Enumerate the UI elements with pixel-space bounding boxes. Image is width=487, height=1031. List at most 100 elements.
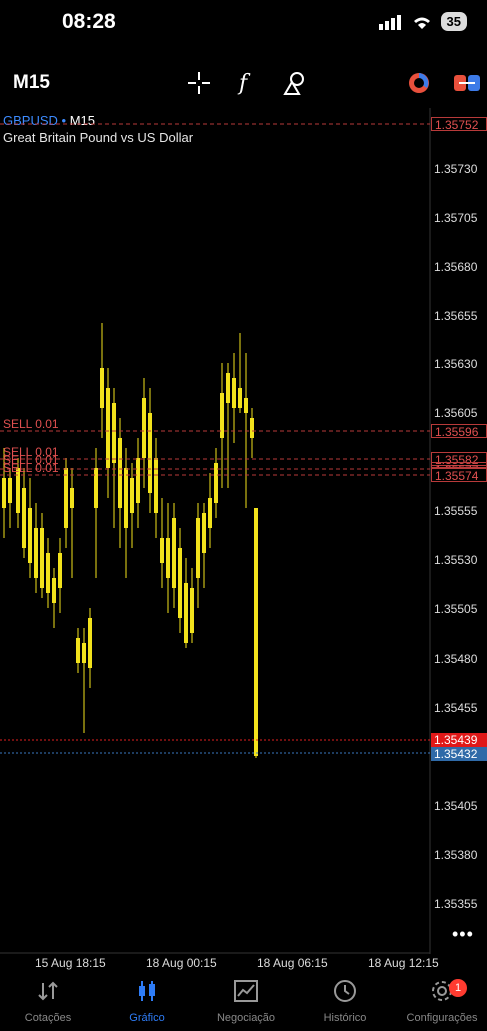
- candle-body: [112, 403, 116, 463]
- wifi-icon: [413, 17, 430, 29]
- nav-item-quotes[interactable]: Cotações: [3, 979, 93, 1024]
- candle-body: [160, 538, 164, 563]
- indicator-function-icon[interactable]: f: [232, 70, 260, 96]
- candle-body: [58, 553, 62, 588]
- candles-chart-icon: [139, 981, 155, 1001]
- order-price-tag: 1.35574: [431, 468, 487, 483]
- candle-body: [254, 508, 258, 756]
- symbol-timeframe: M15: [69, 113, 95, 128]
- candle-body: [64, 468, 68, 528]
- price-label: 1.35380: [434, 848, 478, 862]
- candle-body: [8, 478, 12, 503]
- price-label: 1.35605: [434, 406, 478, 420]
- candle-body: [82, 643, 86, 663]
- chart-canvas[interactable]: [0, 108, 487, 954]
- candle-body: [46, 553, 50, 593]
- order-line-label[interactable]: SELL 0.01: [3, 453, 59, 467]
- clock-pie-icon[interactable]: [405, 70, 433, 96]
- trade-chart-icon: [234, 980, 258, 1002]
- chart-toolbar: M15 f: [0, 62, 487, 104]
- candles-group: [2, 323, 258, 758]
- order-line-label[interactable]: SELL 0.01: [3, 445, 59, 459]
- price-label: 1.35480: [434, 652, 478, 666]
- time-label: 18 Aug 12:15: [368, 956, 439, 970]
- price-label: 1.35730: [434, 162, 478, 176]
- symbol-description: Great Britain Pound vs US Dollar: [3, 130, 194, 145]
- order-line-label[interactable]: SELL 0.01: [3, 417, 59, 431]
- candle-body: [214, 463, 218, 503]
- nav-item-trade[interactable]: Negociação: [201, 979, 291, 1024]
- candle-body: [142, 398, 146, 458]
- candle-body: [172, 518, 176, 588]
- bid-price-tag: 1.35432: [431, 747, 487, 761]
- status-bar: 08:28 35: [0, 0, 487, 48]
- candle-body: [232, 378, 236, 408]
- objects-icon[interactable]: [281, 70, 309, 96]
- candle-body: [106, 388, 110, 468]
- price-label: 1.35630: [434, 357, 478, 371]
- order-line-label[interactable]: SELL 0.01: [3, 461, 59, 475]
- candle-body: [94, 468, 98, 508]
- candle-body: [190, 588, 194, 633]
- history-clock-icon: [334, 980, 356, 1002]
- time-label: 15 Aug 18:15: [35, 956, 106, 970]
- nav-label: Cotações: [24, 1012, 72, 1024]
- candle-body: [34, 528, 38, 578]
- candle-body: [196, 518, 200, 578]
- price-chart[interactable]: [0, 108, 487, 954]
- price-label: 1.35405: [434, 799, 478, 813]
- candle-body: [130, 478, 134, 513]
- notification-badge: 1: [449, 979, 467, 997]
- order-price-tag: 1.35752: [431, 117, 487, 132]
- bottom-navigation: Cotações Gráfico Negociação Histórico 1 …: [0, 975, 487, 1031]
- candle-body: [40, 528, 44, 588]
- candle-body: [76, 638, 80, 663]
- candle-body: [124, 468, 128, 528]
- status-time: 08:28: [62, 10, 116, 33]
- candle-body: [250, 418, 254, 438]
- order-price-tag: 1.35596: [431, 424, 487, 439]
- status-icons: 35: [378, 12, 467, 31]
- quotes-arrows-icon: [38, 981, 58, 1001]
- ask-price-tag: 1.35439: [431, 733, 487, 747]
- candle-body: [178, 548, 182, 618]
- candle-body: [2, 478, 6, 508]
- candle-body: [238, 388, 242, 408]
- nav-label: Negociação: [216, 1012, 276, 1024]
- candle-body: [208, 498, 212, 528]
- candle-body: [118, 438, 122, 508]
- nav-item-history[interactable]: Histórico: [300, 979, 390, 1024]
- candle-body: [88, 618, 92, 668]
- cellular-signal-icon: [378, 14, 401, 30]
- timeframe-selector[interactable]: M15: [13, 72, 50, 93]
- candle-body: [16, 468, 20, 513]
- time-label: 18 Aug 06:15: [257, 956, 328, 970]
- price-label: 1.35655: [434, 309, 478, 323]
- price-label: 1.35455: [434, 701, 478, 715]
- candle-body: [220, 393, 224, 438]
- candle-body: [52, 578, 56, 603]
- more-options-icon[interactable]: •••: [452, 924, 474, 944]
- nav-label: Gráfico: [129, 1012, 165, 1024]
- candle-body: [136, 458, 140, 503]
- price-label: 1.35555: [434, 504, 478, 518]
- trade-toggle-icon[interactable]: [453, 70, 481, 96]
- nav-item-chart[interactable]: Gráfico: [102, 979, 192, 1024]
- nav-item-settings[interactable]: 1 Configurações: [397, 979, 487, 1024]
- candle-body: [244, 398, 248, 413]
- price-label: 1.35705: [434, 211, 478, 225]
- candle-body: [28, 508, 32, 563]
- candle-body: [184, 583, 188, 643]
- battery-indicator: 35: [440, 12, 467, 31]
- nav-label: Configurações: [406, 1012, 478, 1024]
- nav-label: Histórico: [323, 1012, 367, 1024]
- candle-body: [226, 373, 230, 403]
- candle-body: [70, 488, 74, 508]
- candle-body: [202, 513, 206, 553]
- price-label: 1.35680: [434, 260, 478, 274]
- crosshair-icon[interactable]: [185, 70, 213, 96]
- price-label: 1.35505: [434, 602, 478, 616]
- candle-body: [100, 368, 104, 408]
- candle-body: [22, 488, 26, 548]
